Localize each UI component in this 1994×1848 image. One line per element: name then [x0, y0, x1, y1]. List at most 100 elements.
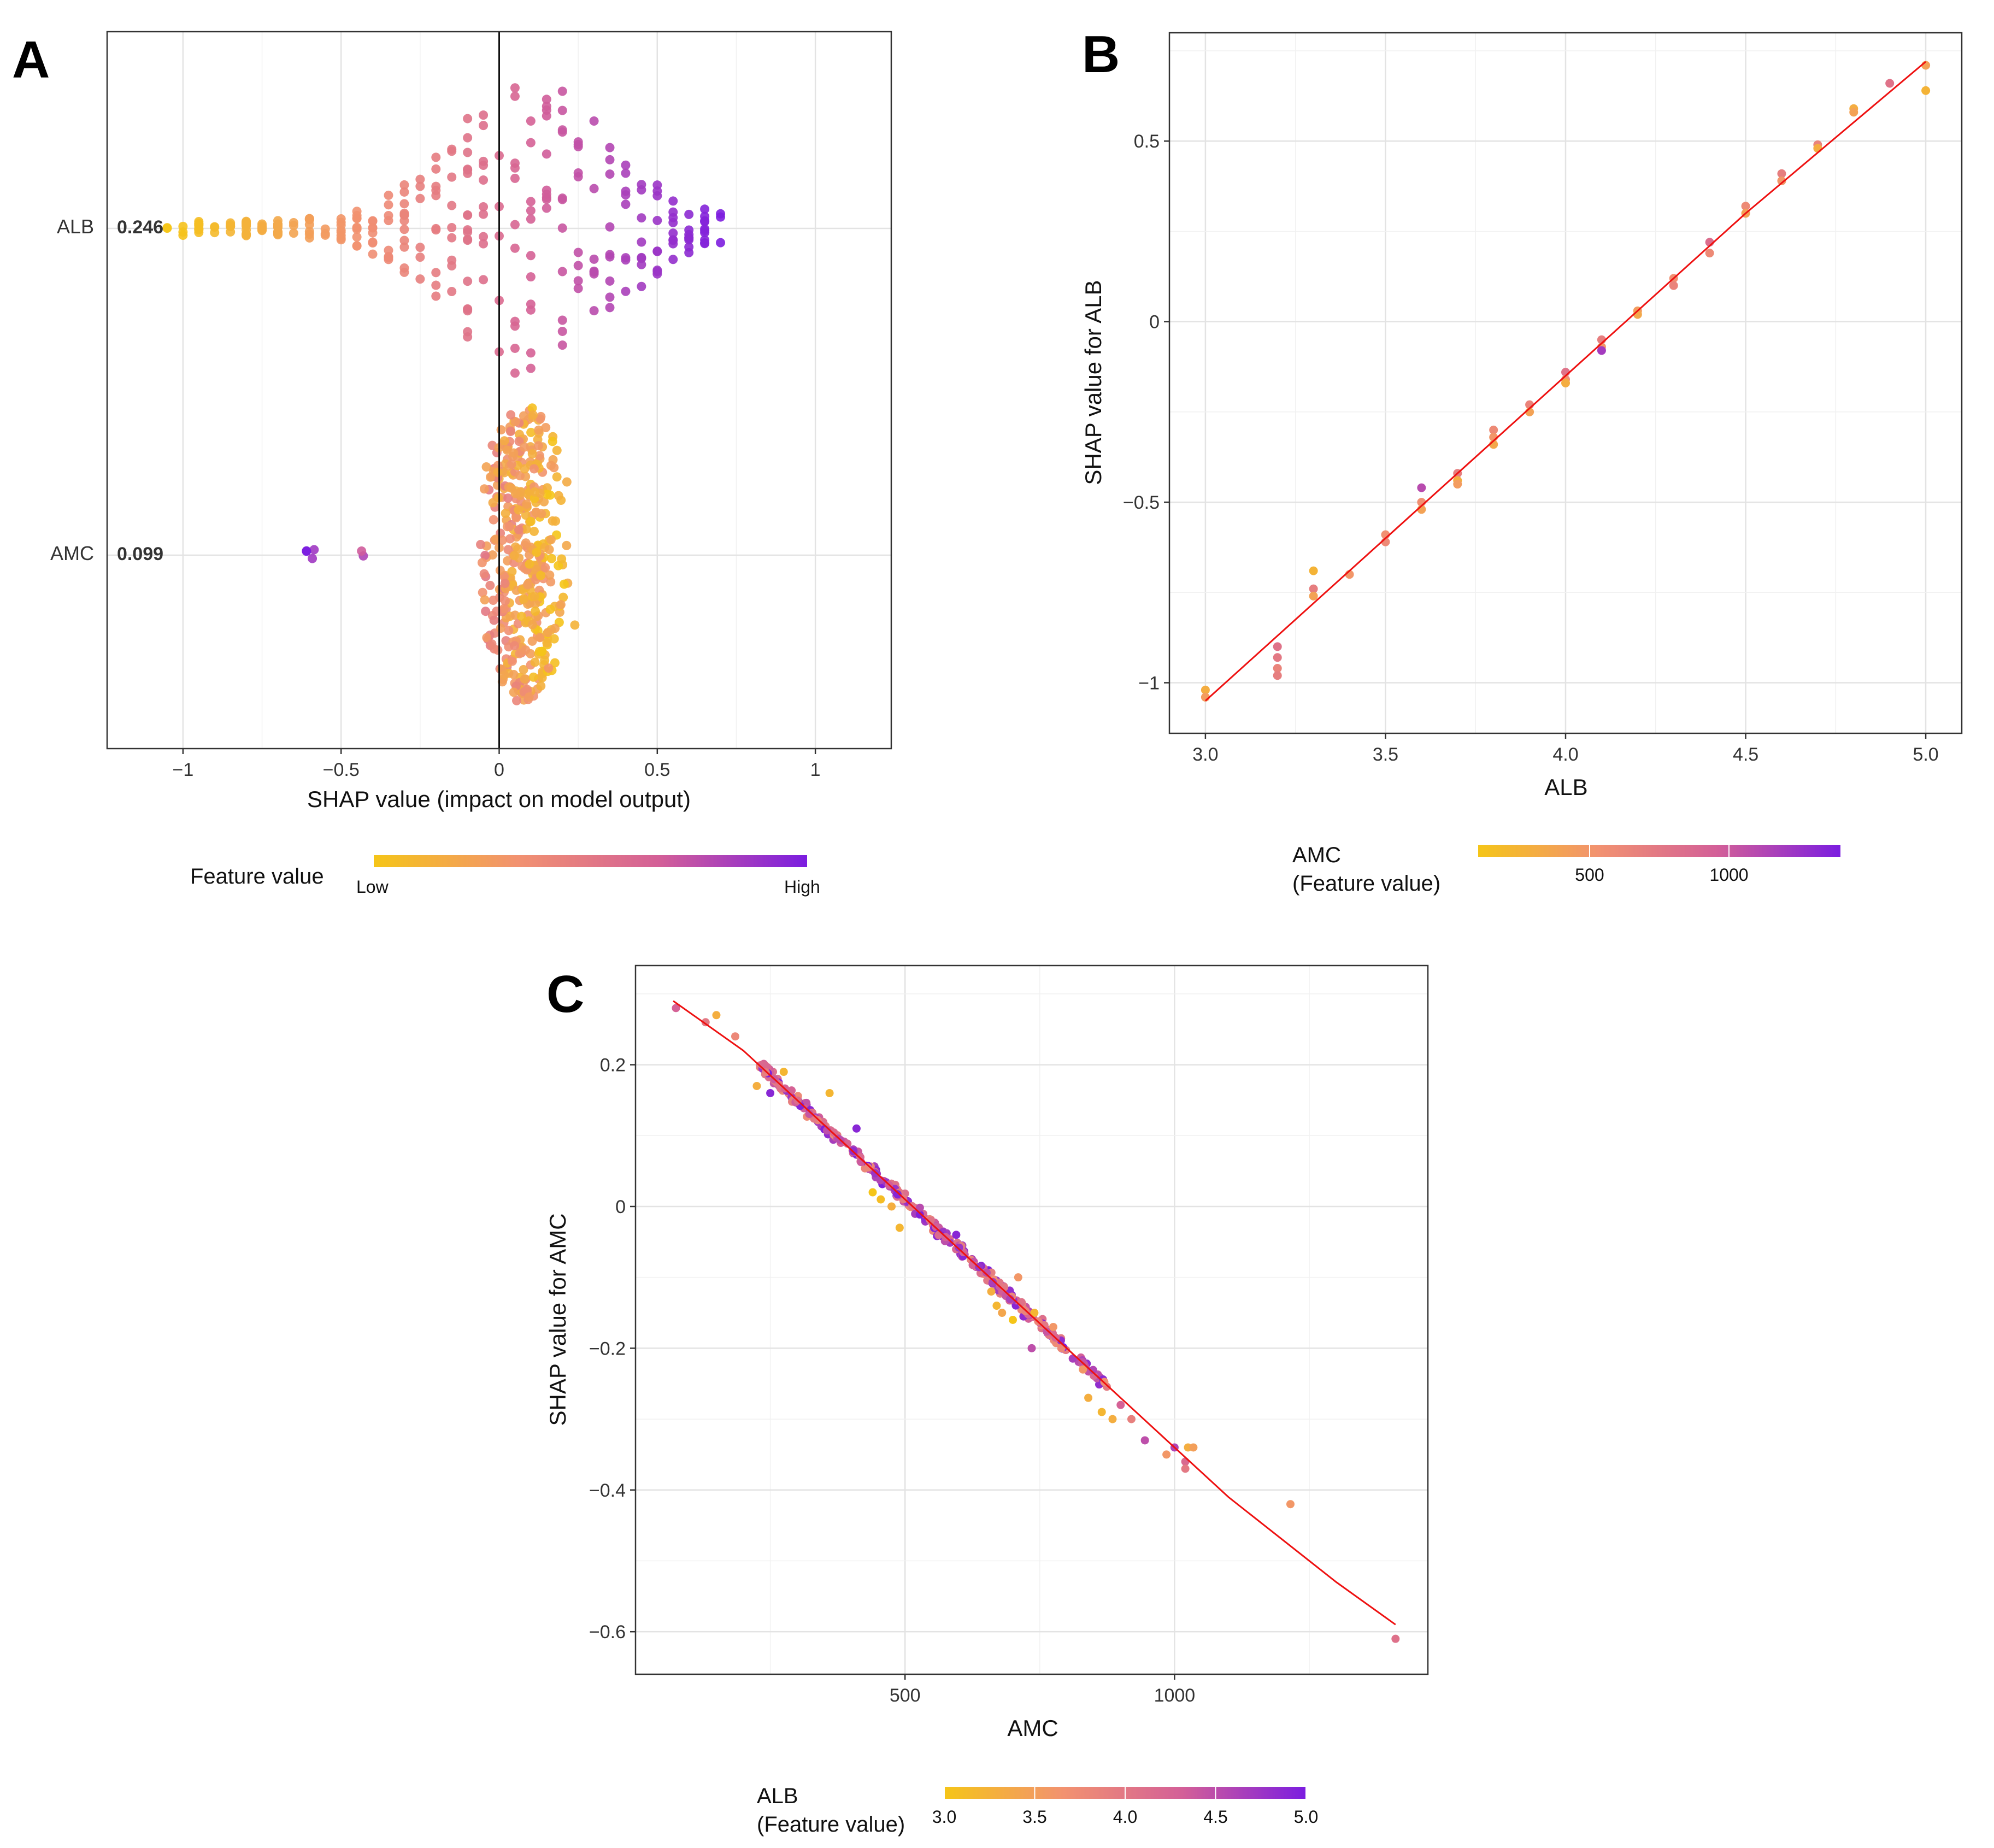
panel-c-point	[766, 1088, 775, 1097]
beeswarm-point	[479, 121, 489, 131]
beeswarm-point	[527, 636, 537, 646]
beeswarm-point	[447, 172, 457, 182]
panel-c-colorbar-label: 3.5	[1022, 1807, 1046, 1827]
panel-b-point	[1309, 591, 1318, 601]
beeswarm-point	[504, 522, 514, 532]
panel-c-legend-title-2: (Feature value)	[757, 1812, 905, 1837]
beeswarm-point	[605, 169, 615, 179]
panel-b-point	[1597, 346, 1606, 355]
panel-c-x-tick-label: 1000	[1154, 1685, 1196, 1706]
beeswarm-point	[527, 403, 537, 413]
beeswarm-point	[526, 272, 536, 282]
beeswarm-point	[480, 595, 490, 605]
beeswarm-point	[557, 223, 567, 233]
beeswarm-point	[605, 250, 615, 260]
panel-letter-a: A	[12, 31, 50, 89]
panel-c-point	[870, 1169, 879, 1178]
panel-a-colorbar	[374, 855, 807, 867]
beeswarm-point	[605, 143, 615, 152]
beeswarm-point	[495, 566, 505, 575]
beeswarm-point	[652, 246, 662, 256]
panel-c-colorbar-label: 5.0	[1294, 1807, 1318, 1827]
panel-c-point	[1079, 1365, 1087, 1374]
panel-c-point	[830, 1128, 838, 1137]
beeswarm-point	[519, 594, 529, 604]
beeswarm-point	[557, 105, 567, 115]
panel-c-fit-line	[673, 1000, 1396, 1626]
beeswarm-point	[526, 363, 536, 373]
panel-b-point	[1201, 685, 1210, 695]
beeswarm-point	[500, 596, 510, 606]
beeswarm-point	[399, 208, 409, 218]
beeswarm-point	[542, 490, 552, 499]
beeswarm-point	[384, 245, 393, 255]
beeswarm-point	[384, 211, 393, 221]
beeswarm-point	[162, 223, 172, 233]
beeswarm-point	[545, 570, 555, 580]
beeswarm-point	[479, 484, 489, 494]
beeswarm-point	[545, 604, 555, 614]
panel-b-point	[1813, 144, 1822, 153]
beeswarm-point	[509, 670, 519, 680]
beeswarm-point	[528, 410, 538, 420]
panel-letter-b: B	[1082, 25, 1120, 84]
beeswarm-point	[489, 615, 499, 625]
panel-c-point	[825, 1088, 834, 1097]
panel-b-colorbar-label: 500	[1575, 865, 1604, 885]
beeswarm-point	[431, 185, 441, 195]
beeswarm-point	[509, 687, 519, 697]
beeswarm-point	[589, 116, 599, 126]
beeswarm-point	[550, 623, 560, 633]
beeswarm-point	[463, 276, 473, 286]
beeswarm-point	[573, 248, 583, 257]
beeswarm-point	[557, 315, 567, 325]
beeswarm-point	[684, 209, 694, 219]
beeswarm-point	[507, 656, 517, 666]
beeswarm-point	[524, 692, 534, 702]
panel-c-point	[843, 1139, 852, 1148]
beeswarm-point	[336, 214, 346, 223]
beeswarm-point	[668, 235, 678, 245]
beeswarm-point	[304, 229, 314, 239]
beeswarm-point	[605, 222, 615, 232]
beeswarm-point	[194, 225, 204, 234]
beeswarm-point	[510, 641, 520, 651]
beeswarm-point	[700, 216, 710, 226]
beeswarm-point	[550, 658, 560, 668]
panel-b-x-tick-label: 3.0	[1192, 744, 1218, 765]
panel-c-point	[893, 1190, 902, 1199]
beeswarm-point	[352, 223, 362, 233]
panel-b-point	[1777, 169, 1786, 178]
beeswarm-point	[637, 213, 646, 223]
beeswarm-point	[273, 221, 283, 231]
beeswarm-point	[526, 214, 536, 224]
beeswarm-point	[226, 218, 236, 228]
beeswarm-point	[368, 237, 378, 247]
beeswarm-point	[573, 261, 583, 270]
beeswarm-point	[463, 332, 473, 342]
panel-c-point	[672, 1004, 680, 1013]
beeswarm-point	[652, 186, 662, 196]
beeswarm-point	[500, 579, 510, 588]
beeswarm-point	[556, 600, 566, 610]
beeswarm-point	[415, 181, 425, 191]
beeswarm-point	[511, 513, 521, 523]
beeswarm-point	[557, 267, 567, 276]
beeswarm-point	[589, 254, 599, 264]
panel-b-point	[1453, 480, 1462, 489]
beeswarm-point	[544, 663, 554, 673]
beeswarm-point	[479, 239, 489, 249]
beeswarm-point	[399, 242, 409, 252]
beeswarm-point	[510, 243, 520, 253]
beeswarm-point	[530, 657, 540, 667]
panel-b-point	[1885, 79, 1895, 88]
panel-c-colorbar-ticks: 3.0 3.5 4.0 4.5 5.0	[932, 1787, 1318, 1827]
beeswarm-point	[542, 185, 551, 195]
beeswarm-point	[463, 304, 473, 314]
beeswarm-point	[521, 538, 531, 548]
beeswarm-point	[510, 417, 520, 427]
beeswarm-point	[537, 647, 547, 656]
beeswarm-point	[533, 441, 543, 451]
panel-a-x-tick-label: 0	[494, 760, 504, 780]
panel-c-y-ticks: −0.6 −0.4 −0.2 0 0.2	[589, 1055, 636, 1643]
